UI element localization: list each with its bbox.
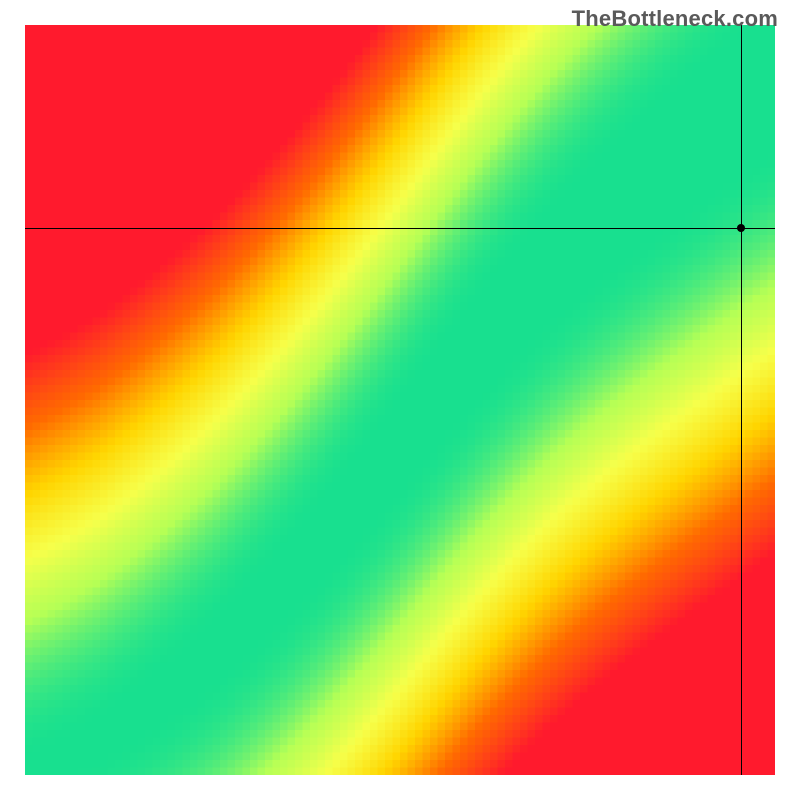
- crosshair-horizontal: [25, 228, 775, 229]
- crosshair-vertical: [741, 25, 742, 775]
- heatmap-plot: [25, 25, 775, 775]
- watermark-text: TheBottleneck.com: [572, 6, 778, 32]
- heatmap-canvas: [25, 25, 775, 775]
- crosshair-marker: [737, 224, 745, 232]
